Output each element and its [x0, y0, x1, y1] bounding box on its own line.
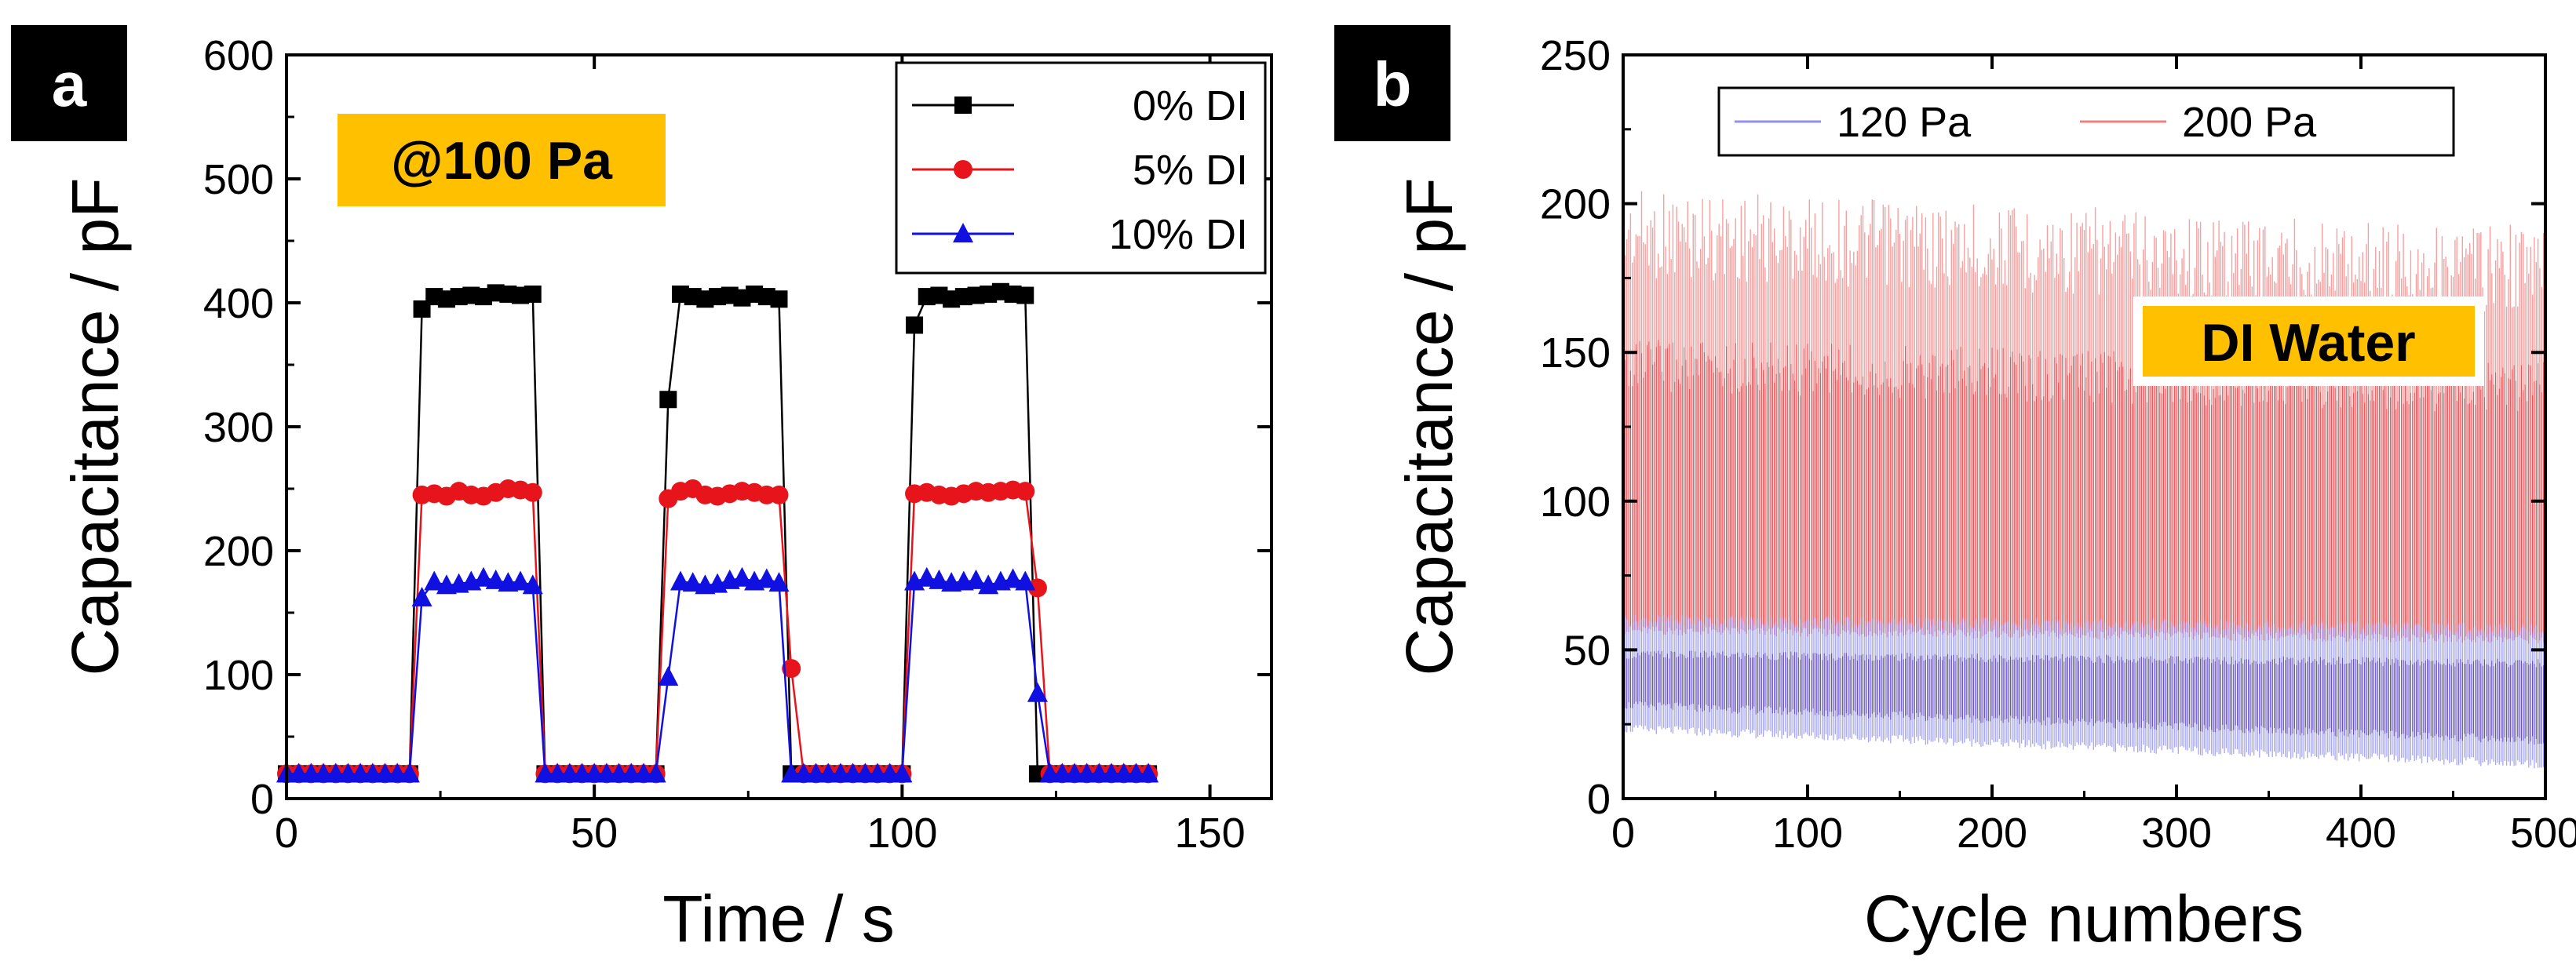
- data-point: [485, 569, 506, 589]
- panel-a-x-tick-label: 100: [867, 810, 937, 857]
- legend-label: 5% DI: [1133, 147, 1248, 194]
- panel-a-y-tick-label: 400: [203, 280, 274, 327]
- panel-b: b 0 100 200 300 400 500 0 50 100 150 200 250 120 Pa…: [1334, 25, 2576, 956]
- data-point: [1027, 682, 1048, 702]
- series-line-10-di: [286, 577, 1149, 775]
- panel-a-y-tick-label: 0: [250, 776, 274, 823]
- data-point: [892, 763, 913, 783]
- panel-a: a 0 50 100 150 0 100 200 300 400 500 600 @100 Pa 0…: [11, 25, 1273, 956]
- panel-b-x-tick-label: 100: [1772, 810, 1843, 857]
- panel-b-y-tick-label: 100: [1540, 479, 1611, 526]
- panel-b-y-tick-label: 50: [1563, 627, 1611, 674]
- panel-b-label: b: [1374, 49, 1412, 119]
- data-point: [682, 572, 703, 592]
- panel-b-y-tick-label: 250: [1540, 32, 1611, 79]
- panel-b-x-tick-label: 200: [1957, 810, 2027, 857]
- panel-b-x-tick-label: 400: [2326, 810, 2396, 857]
- panel-a-y-tick-label: 100: [203, 652, 274, 699]
- data-point: [1016, 482, 1035, 501]
- data-point: [929, 569, 950, 589]
- data-point: [411, 587, 432, 607]
- panel-a-y-tick-label: 200: [203, 528, 274, 575]
- data-point: [768, 572, 790, 592]
- legend-label: 120 Pa: [1837, 99, 1972, 146]
- data-point: [522, 574, 543, 595]
- legend-marker: [954, 160, 972, 179]
- legend-label: 200 Pa: [2182, 99, 2317, 146]
- panel-a-x-tick-label: 150: [1175, 810, 1246, 857]
- data-point: [732, 566, 753, 587]
- panel-b-y-tick-label: 200: [1540, 181, 1611, 228]
- panel-b-annotation: DI Water: [2201, 313, 2415, 373]
- panel-a-label: a: [52, 49, 87, 119]
- data-point: [524, 285, 542, 303]
- data-point: [424, 570, 445, 591]
- data-point: [473, 566, 494, 587]
- panel-a-label-box: [11, 25, 127, 141]
- data-point: [769, 485, 789, 504]
- data-point: [1015, 570, 1036, 591]
- data-point: [906, 316, 924, 334]
- data-point: [916, 566, 937, 587]
- data-point: [1016, 286, 1034, 304]
- panel-b-y-tick-label: 0: [1587, 776, 1611, 823]
- panel-b-annotation-badge: [2143, 306, 2475, 377]
- panel-a-y-tick-label: 300: [203, 404, 274, 451]
- panel-b-x-axis-label: Cycle numbers: [1864, 882, 2304, 956]
- panel-b-x-tick-label: 500: [2510, 810, 2576, 857]
- legend-marker: [954, 96, 972, 114]
- data-point: [658, 666, 679, 686]
- panel-a-x-axis-label: Time / s: [662, 882, 895, 956]
- data-point: [523, 482, 542, 502]
- panel-b-x-tick-label: 300: [2141, 810, 2212, 857]
- panel-a-annotation-badge: [338, 114, 666, 206]
- data-point: [1027, 578, 1047, 598]
- data-point: [756, 568, 777, 588]
- panel-b-y-axis-label: Capacitance / pF: [1392, 177, 1466, 675]
- panel-b-label-box: [1334, 25, 1450, 141]
- data-point: [645, 763, 666, 783]
- data-point: [659, 391, 677, 409]
- legend-label: 10% DI: [1109, 211, 1248, 258]
- data-point: [670, 570, 691, 591]
- series-trace-120-pa: [1623, 650, 2545, 745]
- data-point: [510, 570, 531, 591]
- data-point: [399, 763, 420, 783]
- data-point: [1002, 568, 1023, 588]
- legend-marker: [953, 223, 973, 242]
- panel-a-x-tick-label: 0: [275, 810, 298, 857]
- series-line-0-di: [286, 290, 1149, 775]
- panel-a-y-axis-label: Capacitance / pF: [58, 177, 132, 675]
- panel-a-y-tick-label: 600: [203, 32, 274, 79]
- panel-b-x-tick-label: 0: [1611, 810, 1635, 857]
- data-point: [1138, 763, 1159, 783]
- panel-a-y-tick-label: 500: [203, 156, 274, 203]
- series-trace-200-pa: [1623, 340, 2545, 644]
- legend-label: 0% DI: [1133, 82, 1248, 129]
- data-point: [770, 290, 788, 308]
- data-point: [965, 569, 987, 589]
- panel-b-y-tick-label: 150: [1540, 329, 1611, 377]
- panel-a-annotation: @100 Pa: [391, 131, 613, 191]
- panel-b-legend: [1717, 86, 2455, 157]
- panel-a-x-tick-label: 50: [571, 810, 618, 857]
- data-point: [782, 659, 801, 679]
